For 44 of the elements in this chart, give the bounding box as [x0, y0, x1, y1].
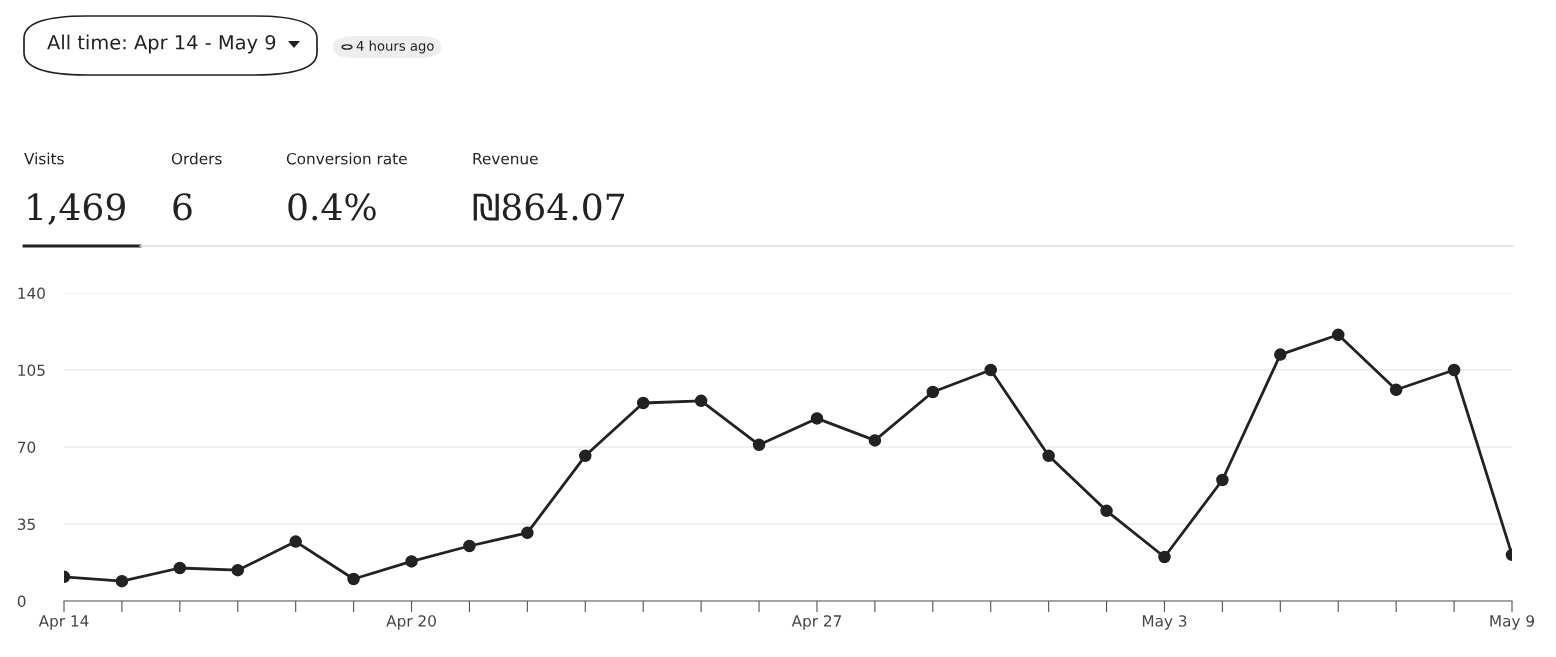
text: 6	[173, 193, 192, 221]
text: ₪864.07	[473, 193, 625, 221]
y-tick-label: 0	[17, 595, 26, 608]
point	[1274, 348, 1287, 361]
point	[173, 561, 187, 575]
point	[1447, 363, 1461, 377]
text: 1,469	[28, 193, 125, 225]
x-tick-label: May 9	[1490, 615, 1535, 630]
point	[115, 574, 129, 588]
point	[868, 434, 882, 447]
text: Revenue	[473, 153, 538, 165]
x-tick-label: Apr 20	[386, 615, 436, 630]
point	[231, 563, 245, 577]
point	[752, 438, 766, 452]
text: Orders	[171, 152, 222, 165]
point	[984, 363, 997, 377]
point	[405, 555, 418, 568]
x-tick-label: May 3	[1142, 615, 1187, 630]
x-tick-label: Apr 14	[38, 615, 89, 630]
y-tick-label: 105	[18, 364, 45, 377]
text: Conversion rate	[286, 152, 407, 165]
point	[810, 412, 824, 425]
y-tick-label: 35	[17, 518, 35, 531]
y-tick-label: 70	[18, 441, 36, 454]
point	[463, 539, 476, 553]
text: 0.4%	[288, 193, 376, 221]
point	[579, 449, 592, 463]
point	[1331, 328, 1345, 342]
point	[926, 385, 940, 399]
y-tick-label: 140	[18, 287, 45, 300]
point	[1389, 383, 1403, 397]
point	[1216, 473, 1229, 487]
text: 4 hours ago	[356, 40, 434, 54]
point	[289, 535, 302, 548]
x-tick-label: Apr 27	[791, 615, 842, 630]
text: Visits	[24, 152, 64, 165]
point	[347, 572, 360, 586]
point	[636, 396, 650, 410]
point	[1158, 550, 1171, 564]
point	[1042, 449, 1055, 463]
point	[521, 526, 534, 540]
point	[694, 394, 708, 408]
text: All time: Apr 14 - May 9	[47, 34, 276, 54]
point	[1100, 504, 1113, 518]
